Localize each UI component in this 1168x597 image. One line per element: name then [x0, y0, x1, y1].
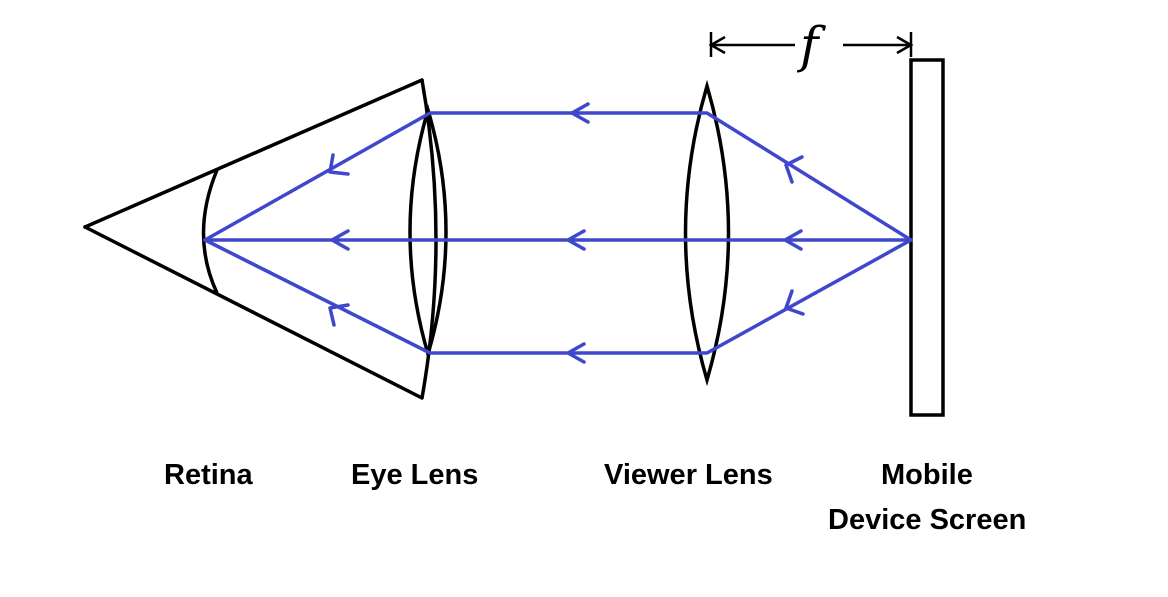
arrow-icon — [566, 342, 586, 364]
label-retina: Retina — [164, 459, 253, 491]
eye-upper-edge — [83, 78, 424, 229]
label-viewer-lens: Viewer Lens — [604, 459, 773, 491]
viewer-lens-shape — [683, 79, 731, 387]
mobile-screen-rect — [909, 58, 945, 417]
eye-lens-shape — [408, 103, 448, 361]
arrow-icon — [328, 303, 350, 327]
ray-top — [203, 111, 913, 242]
arrow-icon — [784, 155, 804, 184]
ray-bottom — [203, 238, 913, 355]
label-device-screen: Device Screen — [828, 504, 1027, 536]
ray-arrowheads — [328, 102, 805, 364]
label-eye-lens: Eye Lens — [351, 459, 479, 491]
light-rays — [203, 111, 913, 355]
focal-length-symbol: f — [800, 16, 819, 74]
arrow-icon — [328, 153, 350, 176]
arrow-icon — [784, 289, 805, 316]
arrow-icon — [783, 229, 803, 251]
eye-lower-edge — [83, 225, 424, 400]
arrow-icon — [566, 229, 586, 251]
arrow-icon — [330, 229, 350, 251]
retina-curve — [201, 169, 219, 294]
arrow-icon — [570, 102, 590, 124]
eye-outline — [83, 78, 424, 400]
label-mobile: Mobile — [881, 459, 973, 491]
focal-length-dimension — [708, 32, 914, 57]
